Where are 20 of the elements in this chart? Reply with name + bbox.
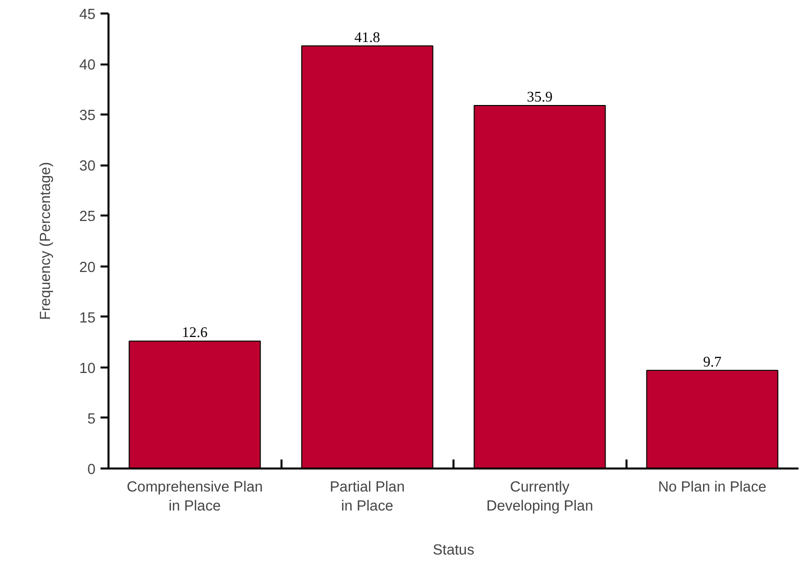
x-tick-label: No Plan in Place: [658, 480, 766, 496]
x-tick-label: Currently Developing Plan: [486, 480, 594, 515]
y-tick-label: 15: [79, 310, 96, 326]
data-label: 35.9: [526, 90, 553, 106]
x-axis-title: Status: [432, 542, 474, 559]
y-tick-label: 25: [79, 209, 96, 226]
y-tick-label: 5: [87, 411, 96, 428]
y-tick-label: 35: [79, 108, 96, 124]
y-tick-label: 0: [87, 462, 96, 478]
y-tick-label: 45: [79, 7, 96, 23]
x-tick-label: Comprehensive Plan in Place: [126, 480, 263, 515]
data-label: 41.8: [354, 30, 380, 46]
y-tick-label: 10: [79, 360, 96, 377]
data-label: 12.6: [182, 325, 208, 342]
y-tick-label: 30: [79, 158, 96, 175]
data-label: 9.7: [703, 354, 722, 370]
y-tick-label: 20: [79, 260, 96, 276]
x-tick-label: Partial Plan in Place: [330, 480, 405, 515]
y-tick-label: 40: [79, 58, 96, 74]
y-axis-title: Frequency (Percentage): [38, 162, 54, 320]
